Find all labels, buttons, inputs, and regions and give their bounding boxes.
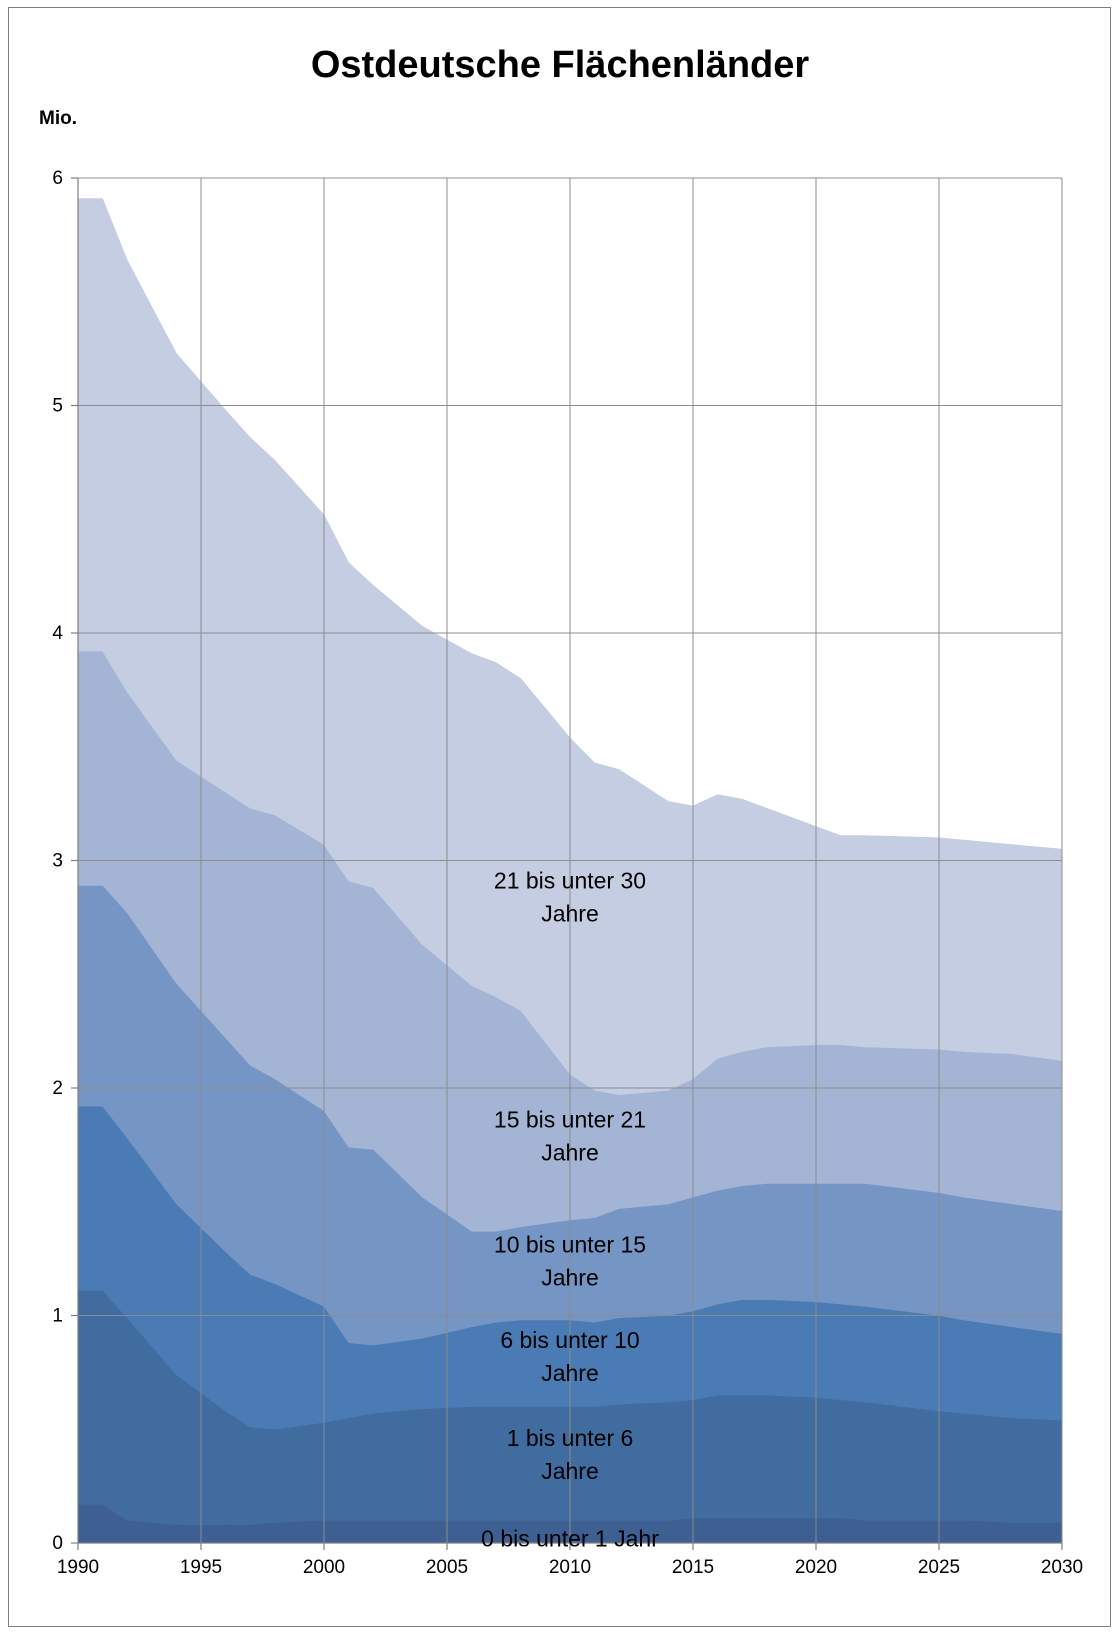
y-tick-label: 0 <box>52 1533 63 1554</box>
band-label: Jahre <box>541 1360 599 1386</box>
chart-frame <box>8 7 1111 1627</box>
y-tick-label: 4 <box>52 623 63 644</box>
chart-title: Ostdeutsche Flächenländer <box>310 44 810 86</box>
y-tick-label: 1 <box>52 1306 63 1327</box>
band-label: 0 bis unter 1 Jahr <box>481 1525 659 1551</box>
axes: 0 1 2 3 4 5 6 1990 1995 2000 2005 2010 2015 2020 2025 2… <box>52 168 1083 1578</box>
x-tick-label: 1995 <box>180 1557 222 1578</box>
x-tick-label: 2015 <box>672 1557 714 1578</box>
y-tick-label: 5 <box>52 396 63 417</box>
band-label: Jahre <box>541 1458 599 1484</box>
gridlines <box>78 177 1063 1543</box>
band-labels: 21 bis unter 30 Jahre 15 bis unter 21 Jahre… <box>481 867 659 1551</box>
y-tick-label: 2 <box>52 1078 63 1099</box>
x-tick-label: 2000 <box>303 1557 345 1578</box>
y-tick-label: 3 <box>52 851 63 872</box>
x-tick-label: 2030 <box>1041 1557 1083 1578</box>
band-label: Jahre <box>541 900 599 926</box>
band-label: 1 bis unter 6 <box>507 1425 634 1451</box>
x-tick-label: 2010 <box>549 1557 591 1578</box>
band-label: Jahre <box>541 1264 599 1290</box>
x-tick-label: 2020 <box>795 1557 837 1578</box>
band-label: 6 bis unter 10 <box>500 1327 639 1353</box>
x-tick-label: 2025 <box>918 1557 960 1578</box>
x-tick-label: 1990 <box>57 1557 99 1578</box>
y-tick-label: 6 <box>52 168 63 189</box>
x-tick-label: 2005 <box>426 1557 468 1578</box>
band-label: 10 bis unter 15 <box>494 1231 646 1257</box>
y-axis-unit-label: Mio. <box>39 108 77 129</box>
band-label: Jahre <box>541 1139 599 1165</box>
band-label: 15 bis unter 21 <box>494 1106 646 1132</box>
band-label: 21 bis unter 30 <box>494 867 646 893</box>
